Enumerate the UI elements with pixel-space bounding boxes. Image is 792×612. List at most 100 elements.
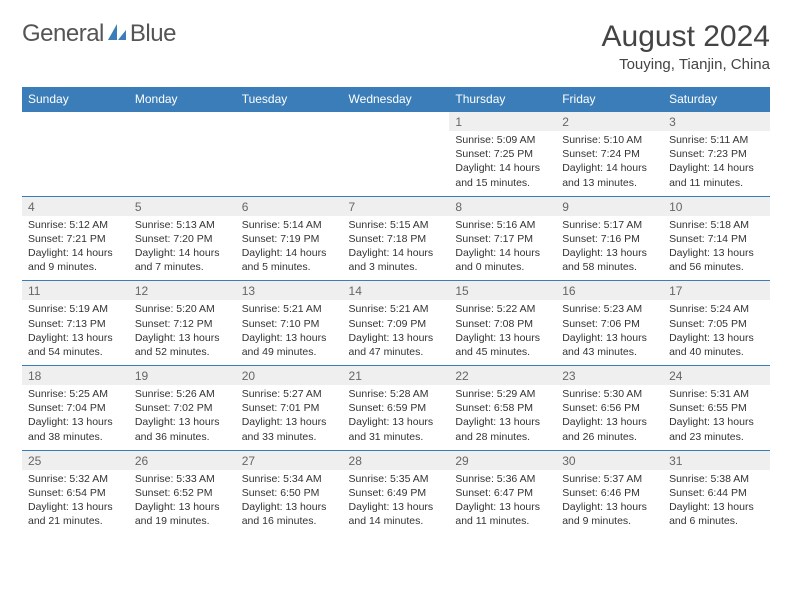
day-number-cell: 26: [129, 450, 236, 470]
sunrise-text: Sunrise: 5:37 AM: [562, 472, 657, 486]
daylight-text: Daylight: 13 hours and 40 minutes.: [669, 331, 764, 359]
daylight-text: Daylight: 13 hours and 33 minutes.: [242, 415, 337, 443]
day-number: 7: [349, 200, 356, 214]
day-number-cell: 2: [556, 112, 663, 132]
daylight-text: Daylight: 13 hours and 38 minutes.: [28, 415, 123, 443]
sunrise-text: Sunrise: 5:32 AM: [28, 472, 123, 486]
sunset-text: Sunset: 6:47 PM: [455, 486, 550, 500]
day-content-cell: [236, 131, 343, 196]
day-number: 1: [455, 115, 462, 129]
day-number-cell: 30: [556, 450, 663, 470]
sunrise-text: Sunrise: 5:19 AM: [28, 302, 123, 316]
day-content-cell: Sunrise: 5:13 AMSunset: 7:20 PMDaylight:…: [129, 216, 236, 281]
sunrise-text: Sunrise: 5:16 AM: [455, 218, 550, 232]
calendar-table: Sunday Monday Tuesday Wednesday Thursday…: [22, 87, 770, 534]
sunrise-text: Sunrise: 5:18 AM: [669, 218, 764, 232]
day-number-cell: 6: [236, 196, 343, 216]
daylight-text: Daylight: 13 hours and 52 minutes.: [135, 331, 230, 359]
day-number: 10: [669, 200, 682, 214]
day-number-cell: 29: [449, 450, 556, 470]
daylight-text: Daylight: 14 hours and 5 minutes.: [242, 246, 337, 274]
day-number: 26: [135, 454, 148, 468]
daylight-text: Daylight: 13 hours and 47 minutes.: [349, 331, 444, 359]
day-number: 29: [455, 454, 468, 468]
day-content-cell: Sunrise: 5:25 AMSunset: 7:04 PMDaylight:…: [22, 385, 129, 450]
sunset-text: Sunset: 7:12 PM: [135, 317, 230, 331]
sunset-text: Sunset: 7:25 PM: [455, 147, 550, 161]
sunrise-text: Sunrise: 5:11 AM: [669, 133, 764, 147]
day-content-cell: Sunrise: 5:20 AMSunset: 7:12 PMDaylight:…: [129, 300, 236, 365]
day-content-cell: Sunrise: 5:09 AMSunset: 7:25 PMDaylight:…: [449, 131, 556, 196]
daylight-text: Daylight: 13 hours and 49 minutes.: [242, 331, 337, 359]
daylight-text: Daylight: 13 hours and 45 minutes.: [455, 331, 550, 359]
day-number-cell: 11: [22, 281, 129, 301]
day-number-cell: 9: [556, 196, 663, 216]
sunset-text: Sunset: 7:19 PM: [242, 232, 337, 246]
sunrise-text: Sunrise: 5:21 AM: [242, 302, 337, 316]
weekday-header: Wednesday: [343, 87, 450, 112]
day-content-cell: Sunrise: 5:23 AMSunset: 7:06 PMDaylight:…: [556, 300, 663, 365]
sunset-text: Sunset: 7:14 PM: [669, 232, 764, 246]
sunset-text: Sunset: 6:56 PM: [562, 401, 657, 415]
daylight-text: Daylight: 14 hours and 13 minutes.: [562, 161, 657, 189]
sunset-text: Sunset: 6:54 PM: [28, 486, 123, 500]
day-number-cell: 14: [343, 281, 450, 301]
day-content-cell: Sunrise: 5:29 AMSunset: 6:58 PMDaylight:…: [449, 385, 556, 450]
page-header: General Blue August 2024 Touying, Tianji…: [22, 20, 770, 73]
day-number-cell: 5: [129, 196, 236, 216]
day-content-cell: Sunrise: 5:10 AMSunset: 7:24 PMDaylight:…: [556, 131, 663, 196]
daylight-text: Daylight: 14 hours and 9 minutes.: [28, 246, 123, 274]
sunset-text: Sunset: 6:59 PM: [349, 401, 444, 415]
day-content-cell: Sunrise: 5:17 AMSunset: 7:16 PMDaylight:…: [556, 216, 663, 281]
sunset-text: Sunset: 7:17 PM: [455, 232, 550, 246]
sunset-text: Sunset: 6:44 PM: [669, 486, 764, 500]
daylight-text: Daylight: 13 hours and 28 minutes.: [455, 415, 550, 443]
day-number: 24: [669, 369, 682, 383]
day-number: 12: [135, 284, 148, 298]
day-number: 15: [455, 284, 468, 298]
location-label: Touying, Tianjin, China: [602, 56, 770, 73]
day-number-cell: [22, 112, 129, 132]
day-number: 30: [562, 454, 575, 468]
sunrise-text: Sunrise: 5:13 AM: [135, 218, 230, 232]
sunset-text: Sunset: 7:21 PM: [28, 232, 123, 246]
sunset-text: Sunset: 7:10 PM: [242, 317, 337, 331]
day-number-cell: 27: [236, 450, 343, 470]
day-content-cell: Sunrise: 5:37 AMSunset: 6:46 PMDaylight:…: [556, 470, 663, 535]
sunrise-text: Sunrise: 5:24 AM: [669, 302, 764, 316]
daylight-text: Daylight: 13 hours and 23 minutes.: [669, 415, 764, 443]
daylight-text: Daylight: 13 hours and 56 minutes.: [669, 246, 764, 274]
sunrise-text: Sunrise: 5:22 AM: [455, 302, 550, 316]
daylight-text: Daylight: 13 hours and 26 minutes.: [562, 415, 657, 443]
day-number: 13: [242, 284, 255, 298]
day-content-cell: Sunrise: 5:21 AMSunset: 7:09 PMDaylight:…: [343, 300, 450, 365]
day-number-row: 18192021222324: [22, 366, 770, 386]
daylight-text: Daylight: 13 hours and 14 minutes.: [349, 500, 444, 528]
day-content-cell: Sunrise: 5:12 AMSunset: 7:21 PMDaylight:…: [22, 216, 129, 281]
day-number-cell: 7: [343, 196, 450, 216]
weekday-header: Friday: [556, 87, 663, 112]
sunrise-text: Sunrise: 5:14 AM: [242, 218, 337, 232]
daylight-text: Daylight: 13 hours and 11 minutes.: [455, 500, 550, 528]
day-number-cell: 28: [343, 450, 450, 470]
day-number-cell: 20: [236, 366, 343, 386]
sunrise-text: Sunrise: 5:34 AM: [242, 472, 337, 486]
weekday-header: Tuesday: [236, 87, 343, 112]
day-content-cell: Sunrise: 5:34 AMSunset: 6:50 PMDaylight:…: [236, 470, 343, 535]
day-content-cell: Sunrise: 5:24 AMSunset: 7:05 PMDaylight:…: [663, 300, 770, 365]
daylight-text: Daylight: 14 hours and 3 minutes.: [349, 246, 444, 274]
day-number-cell: 1: [449, 112, 556, 132]
sunset-text: Sunset: 7:20 PM: [135, 232, 230, 246]
day-content-cell: Sunrise: 5:38 AMSunset: 6:44 PMDaylight:…: [663, 470, 770, 535]
day-content-cell: Sunrise: 5:16 AMSunset: 7:17 PMDaylight:…: [449, 216, 556, 281]
day-number-cell: [343, 112, 450, 132]
daylight-text: Daylight: 14 hours and 11 minutes.: [669, 161, 764, 189]
sunset-text: Sunset: 7:08 PM: [455, 317, 550, 331]
brand-text-1: General: [22, 20, 104, 48]
daylight-text: Daylight: 13 hours and 9 minutes.: [562, 500, 657, 528]
sunset-text: Sunset: 7:24 PM: [562, 147, 657, 161]
day-content-cell: Sunrise: 5:32 AMSunset: 6:54 PMDaylight:…: [22, 470, 129, 535]
day-number: 19: [135, 369, 148, 383]
day-number: 11: [28, 284, 40, 298]
day-number: 23: [562, 369, 575, 383]
